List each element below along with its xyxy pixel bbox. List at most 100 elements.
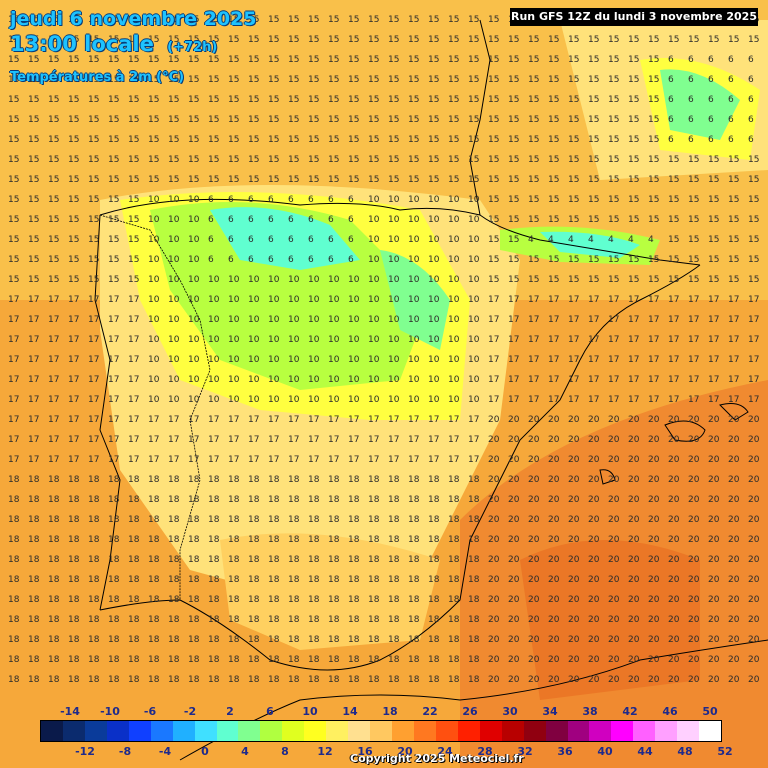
svg-text:18: 18 [188, 655, 200, 665]
svg-text:20: 20 [688, 495, 700, 505]
svg-text:15: 15 [308, 155, 319, 165]
legend-label-top: 22 [422, 705, 438, 718]
svg-text:20: 20 [608, 655, 620, 665]
svg-text:15: 15 [128, 195, 139, 205]
svg-text:10: 10 [268, 335, 280, 345]
svg-text:17: 17 [428, 415, 439, 425]
svg-text:20: 20 [708, 635, 720, 645]
svg-text:18: 18 [308, 635, 320, 645]
svg-text:17: 17 [108, 435, 119, 445]
svg-text:18: 18 [208, 635, 220, 645]
svg-text:15: 15 [448, 95, 459, 105]
svg-text:10: 10 [408, 355, 420, 365]
svg-text:20: 20 [628, 615, 640, 625]
svg-text:15: 15 [688, 235, 699, 245]
svg-text:17: 17 [748, 295, 759, 305]
svg-text:20: 20 [488, 515, 500, 525]
svg-text:15: 15 [448, 175, 459, 185]
svg-text:10: 10 [188, 255, 200, 265]
svg-text:15: 15 [568, 195, 579, 205]
svg-text:15: 15 [608, 255, 619, 265]
svg-text:17: 17 [648, 295, 659, 305]
svg-text:17: 17 [608, 395, 619, 405]
svg-text:18: 18 [368, 515, 380, 525]
svg-text:18: 18 [228, 635, 240, 645]
svg-text:15: 15 [108, 135, 119, 145]
svg-text:10: 10 [308, 355, 320, 365]
svg-text:18: 18 [268, 495, 280, 505]
svg-text:20: 20 [488, 475, 500, 485]
svg-text:20: 20 [568, 415, 580, 425]
svg-text:15: 15 [108, 275, 119, 285]
svg-text:20: 20 [628, 435, 640, 445]
svg-text:17: 17 [328, 415, 339, 425]
svg-text:15: 15 [668, 35, 679, 45]
svg-text:17: 17 [588, 375, 599, 385]
svg-text:18: 18 [468, 495, 480, 505]
svg-text:15: 15 [388, 155, 399, 165]
svg-text:15: 15 [128, 275, 139, 285]
svg-text:18: 18 [208, 615, 220, 625]
svg-text:20: 20 [548, 615, 560, 625]
svg-text:10: 10 [228, 275, 240, 285]
svg-text:15: 15 [68, 215, 79, 225]
svg-text:17: 17 [608, 355, 619, 365]
svg-text:15: 15 [88, 255, 99, 265]
svg-text:15: 15 [408, 15, 419, 25]
svg-text:17: 17 [568, 355, 579, 365]
legend-swatch [150, 721, 173, 741]
svg-text:17: 17 [208, 415, 219, 425]
svg-text:20: 20 [668, 435, 680, 445]
svg-text:18: 18 [28, 655, 40, 665]
legend-label-bottom: 0 [201, 745, 209, 758]
svg-text:18: 18 [228, 655, 240, 665]
svg-text:10: 10 [408, 315, 420, 325]
svg-text:20: 20 [648, 455, 660, 465]
svg-text:18: 18 [208, 575, 220, 585]
svg-text:18: 18 [68, 515, 80, 525]
svg-text:17: 17 [108, 455, 119, 465]
svg-text:17: 17 [288, 455, 299, 465]
legend-label-top: 38 [582, 705, 598, 718]
svg-text:17: 17 [68, 315, 79, 325]
svg-text:10: 10 [348, 295, 360, 305]
svg-text:6: 6 [748, 55, 754, 65]
svg-text:18: 18 [48, 575, 60, 585]
svg-text:15: 15 [428, 115, 439, 125]
svg-text:15: 15 [608, 115, 619, 125]
svg-text:15: 15 [388, 115, 399, 125]
svg-text:18: 18 [348, 535, 360, 545]
svg-text:6: 6 [208, 195, 214, 205]
svg-text:15: 15 [408, 135, 419, 145]
svg-text:15: 15 [568, 175, 579, 185]
svg-text:18: 18 [28, 635, 40, 645]
svg-text:15: 15 [708, 275, 719, 285]
svg-text:20: 20 [688, 515, 700, 525]
svg-text:10: 10 [168, 395, 180, 405]
svg-text:20: 20 [728, 535, 740, 545]
svg-text:20: 20 [488, 615, 500, 625]
svg-text:15: 15 [248, 155, 259, 165]
svg-text:17: 17 [728, 295, 739, 305]
svg-text:15: 15 [568, 115, 579, 125]
svg-text:10: 10 [408, 275, 420, 285]
svg-text:20: 20 [548, 655, 560, 665]
svg-text:6: 6 [348, 255, 354, 265]
svg-text:17: 17 [748, 335, 759, 345]
svg-text:20: 20 [568, 495, 580, 505]
svg-text:17: 17 [728, 315, 739, 325]
svg-text:15: 15 [628, 195, 639, 205]
legend-swatch [84, 721, 107, 741]
svg-text:15: 15 [488, 155, 499, 165]
svg-text:15: 15 [608, 155, 619, 165]
svg-text:18: 18 [328, 515, 340, 525]
legend-label-top: 50 [702, 705, 718, 718]
svg-text:15: 15 [328, 15, 339, 25]
svg-text:18: 18 [88, 495, 100, 505]
svg-text:17: 17 [468, 455, 479, 465]
svg-text:10: 10 [388, 235, 400, 245]
svg-text:10: 10 [188, 295, 200, 305]
svg-text:17: 17 [568, 375, 579, 385]
svg-text:18: 18 [148, 635, 160, 645]
svg-text:15: 15 [68, 95, 79, 105]
